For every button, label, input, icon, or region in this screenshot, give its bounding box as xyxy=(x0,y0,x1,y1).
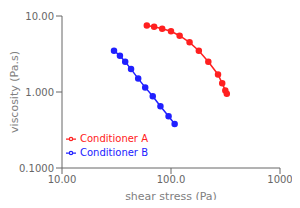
html-text:Conditioner A: Conditioner A xyxy=(80,133,148,144)
svg-text:10.00: 10.00 xyxy=(25,11,54,22)
svg-text:viscosity (Pa.s): viscosity (Pa.s) xyxy=(8,51,21,133)
svg-text:10.00: 10.00 xyxy=(48,174,77,185)
svg-text:0.1000: 0.1000 xyxy=(19,163,54,174)
svg-text:1000: 1000 xyxy=(267,174,292,185)
svg-text:shear stress (Pa): shear stress (Pa) xyxy=(125,190,217,200)
html-text:Conditioner B: Conditioner B xyxy=(80,147,148,158)
svg-text:100.0: 100.0 xyxy=(157,174,186,185)
svg-text:1.000: 1.000 xyxy=(25,87,54,98)
